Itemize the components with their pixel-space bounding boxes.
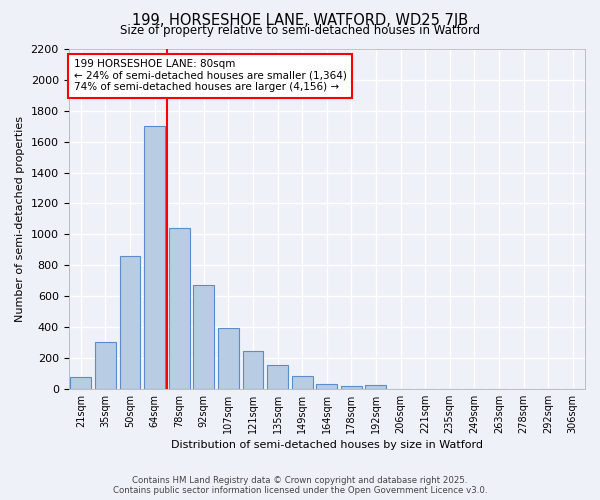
Bar	[70, 377, 91, 389]
Text: Size of property relative to semi-detached houses in Watford: Size of property relative to semi-detach…	[120, 24, 480, 37]
X-axis label: Distribution of semi-detached houses by size in Watford: Distribution of semi-detached houses by …	[171, 440, 483, 450]
Text: 199 HORSESHOE LANE: 80sqm
← 24% of semi-detached houses are smaller (1,364)
74% : 199 HORSESHOE LANE: 80sqm ← 24% of semi-…	[74, 59, 347, 92]
Bar	[316, 384, 337, 389]
Bar	[193, 286, 214, 389]
Bar	[292, 376, 313, 389]
Bar	[144, 126, 165, 389]
Bar	[95, 342, 116, 389]
Bar	[169, 228, 190, 389]
Bar	[119, 256, 140, 389]
Text: Contains HM Land Registry data © Crown copyright and database right 2025.
Contai: Contains HM Land Registry data © Crown c…	[113, 476, 487, 495]
Bar	[341, 386, 362, 389]
Bar	[267, 365, 288, 389]
Text: 199, HORSESHOE LANE, WATFORD, WD25 7JB: 199, HORSESHOE LANE, WATFORD, WD25 7JB	[132, 12, 468, 28]
Bar	[242, 351, 263, 389]
Bar	[365, 385, 386, 389]
Bar	[218, 328, 239, 389]
Y-axis label: Number of semi-detached properties: Number of semi-detached properties	[15, 116, 25, 322]
